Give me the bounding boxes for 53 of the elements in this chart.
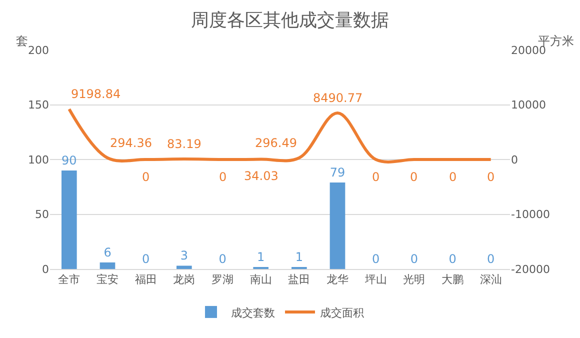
x-tick-label: 坪山 [364,273,387,286]
y-tick-label: 50 [35,208,49,222]
x-tick-label: 南山 [250,273,272,286]
x-tick-label: 光明 [403,273,426,286]
data-label: 0 [218,252,226,266]
x-tick-label: 盐田 [288,273,310,286]
y2-tick-label: 10000 [511,98,546,112]
data-label: 0 [487,252,495,266]
data-label: 83.19 [167,137,202,151]
bar [176,266,192,269]
y-tick-label: 100 [28,153,49,166]
x-tick-label: 龙华 [326,273,348,286]
x-tick-label: 全市 [58,273,80,286]
y-tick-label: 0 [42,262,49,276]
x-tick-label: 深汕 [480,273,502,286]
y2-tick-label: 0 [511,153,518,166]
y2-tick-label: -20000 [511,262,550,276]
data-label: 0 [372,252,380,266]
x-tick-label: 龙岗 [173,273,196,286]
data-label: 79 [330,166,346,180]
x-tick-label: 大鹏 [442,273,464,286]
legend-label: 成交面积 [320,306,364,320]
data-label: 0 [372,170,380,184]
data-label: 0 [142,252,150,266]
legend-label: 成交套数 [231,306,275,320]
x-tick-label: 罗湖 [212,273,234,286]
data-label: 6 [104,245,112,260]
data-label: 3 [180,248,188,263]
data-label: 0 [142,170,150,184]
chart-title: 周度各区其他成交量数据 [191,10,389,32]
data-label: 294.36 [110,136,152,150]
y-tick-label: 150 [28,98,49,112]
data-label: 0 [410,252,418,266]
y2-tick-label: -10000 [511,208,550,222]
data-label: 8490.77 [313,91,363,105]
x-tick-label: 宝安 [96,273,118,286]
bar [62,170,77,269]
data-label: 0 [410,170,418,184]
y-axis-title: 套 [16,34,28,48]
data-label: 1 [257,250,265,264]
data-label: 0 [219,170,227,184]
bar [100,262,116,269]
data-label: 90 [62,153,77,168]
data-label: 1 [295,250,303,264]
data-label: 9198.84 [71,87,121,101]
bar [330,182,346,269]
data-label: 296.49 [255,136,297,150]
x-tick-label: 福田 [134,273,157,286]
data-label: 0 [448,252,456,266]
data-label: 0 [487,170,495,184]
y-tick-label: 200 [28,44,49,57]
data-label: 34.03 [244,169,278,183]
data-label: 0 [449,170,457,184]
